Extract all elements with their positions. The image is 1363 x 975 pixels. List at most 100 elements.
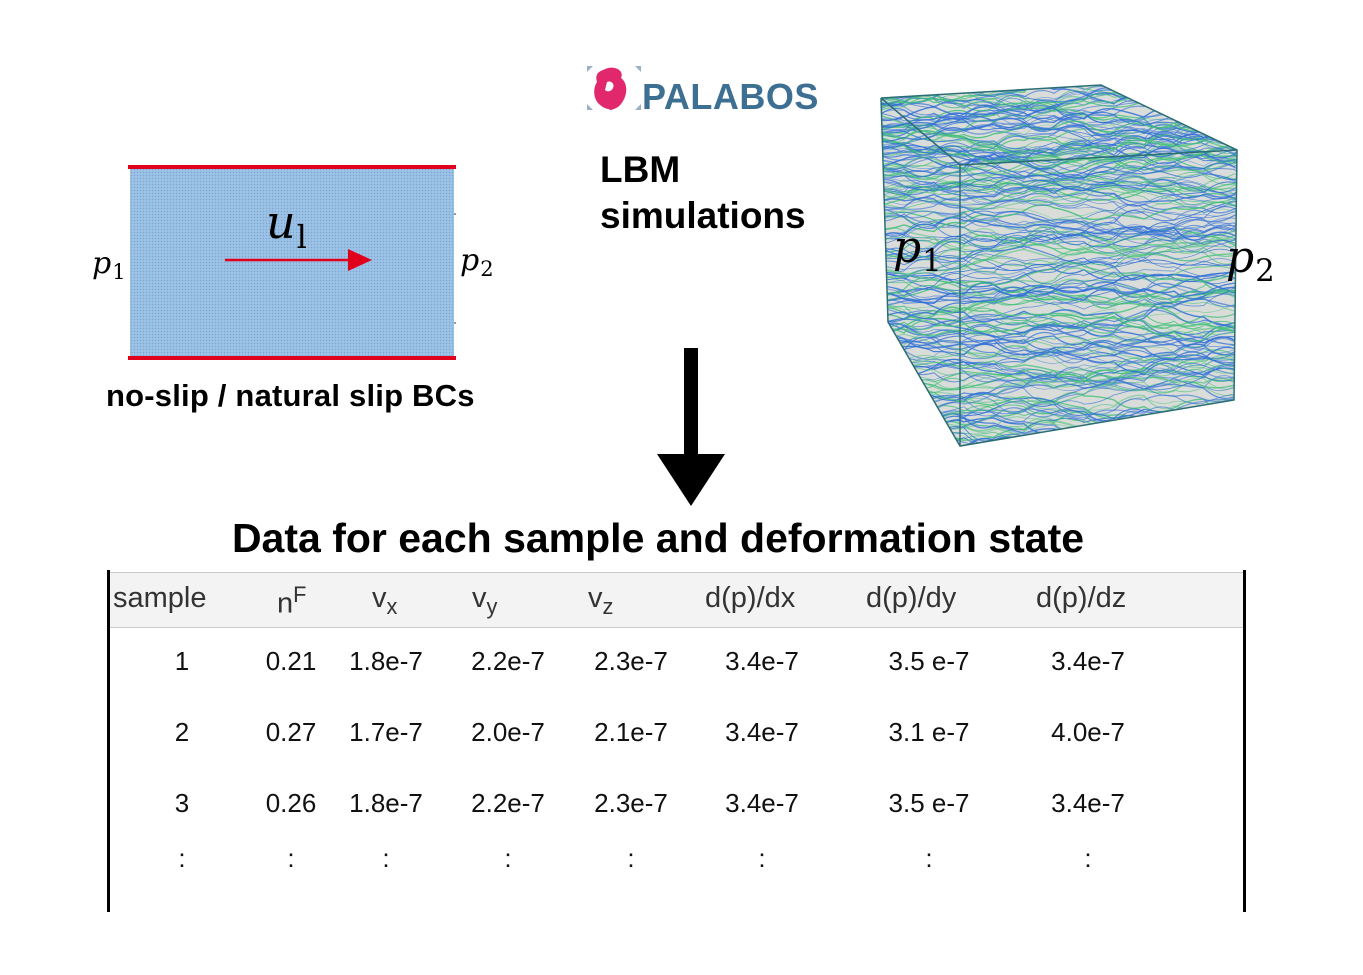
streamline	[881, 205, 1237, 248]
streamline	[881, 309, 1237, 330]
cube-edges	[880, 84, 1238, 447]
column-header: d(p)/dy	[866, 582, 957, 614]
streamline	[881, 232, 1237, 270]
porous-cube-visualization	[874, 82, 1246, 453]
table-cell: 2.3e-7	[594, 646, 668, 676]
streamline	[881, 188, 1237, 214]
streamline	[881, 357, 1237, 394]
velocity-label: ul	[266, 195, 307, 256]
streamline	[881, 297, 1237, 326]
table-cell: :	[382, 843, 390, 873]
palabos-logo	[587, 66, 641, 110]
streamline	[881, 206, 1237, 245]
streamline	[881, 282, 1237, 304]
streamline	[881, 221, 1237, 242]
streamline	[881, 303, 1237, 326]
column-header: d(p)/dz	[1036, 582, 1127, 614]
table-cell: 0.27	[265, 717, 317, 747]
streamline	[881, 334, 1237, 364]
outlet-pressure-label: p2	[460, 243, 494, 282]
streamline	[881, 260, 1237, 296]
streamline	[881, 123, 1237, 144]
table-cell: 0.21	[265, 646, 317, 676]
table-cell: :	[758, 843, 766, 873]
table-cell: 3.4e-7	[725, 717, 799, 747]
table-cell: 3.4e-7	[1051, 788, 1125, 818]
streamline	[881, 311, 1237, 358]
streamline	[881, 233, 1237, 258]
streamline	[881, 210, 1237, 245]
table-cell: 2.0e-7	[471, 717, 545, 747]
table-right-border	[1243, 570, 1246, 912]
streamline	[881, 234, 1237, 268]
streamline	[881, 201, 1237, 233]
streamline	[881, 355, 1237, 394]
streamline	[881, 85, 1237, 114]
streamline	[881, 361, 1237, 382]
streamline	[881, 277, 1237, 307]
streamline	[881, 227, 1237, 258]
streamline	[874, 82, 1246, 83]
streamline	[881, 376, 1237, 402]
column-header: sample	[113, 582, 207, 614]
streamline	[881, 231, 1237, 282]
streamline	[881, 174, 1237, 213]
table-cell: 3.5 e-7	[888, 646, 970, 676]
streamline	[881, 257, 1237, 280]
table-cell: 1	[174, 646, 190, 676]
streamline	[881, 256, 1237, 274]
table-cell: 2.1e-7	[594, 717, 668, 747]
streamline	[881, 256, 1237, 296]
streamline	[881, 213, 1237, 237]
streamline	[881, 385, 1237, 414]
streamline	[881, 284, 1237, 306]
data-section-title: Data for each sample and deformation sta…	[231, 515, 1085, 561]
streamline	[881, 343, 1237, 373]
streamline	[881, 163, 1237, 196]
table-cell: 3	[174, 788, 190, 818]
streamline	[881, 340, 1237, 367]
table-cell: 1.8e-7	[349, 646, 423, 676]
table-cell: :	[627, 843, 635, 873]
streamline	[881, 128, 1237, 153]
table-cell: :	[1084, 843, 1092, 873]
streamline	[881, 143, 1237, 173]
streamline	[881, 347, 1237, 376]
bottom-wall	[128, 356, 456, 360]
down-arrow-icon	[657, 348, 725, 506]
streamline	[881, 427, 1237, 446]
column-header: d(p)/dx	[705, 582, 796, 614]
streamline	[881, 341, 1237, 373]
table-cell: 3.1 e-7	[888, 717, 970, 747]
streamline	[881, 262, 1237, 300]
streamline	[881, 183, 1237, 207]
top-wall	[128, 165, 456, 169]
streamline	[881, 270, 1237, 307]
table-cell: 3.4e-7	[1051, 646, 1125, 676]
streamline	[881, 356, 1237, 389]
streamline	[881, 196, 1237, 235]
streamline	[881, 206, 1237, 249]
streamline	[881, 349, 1237, 383]
streamline	[881, 295, 1237, 336]
palabos-logo-mark	[587, 66, 641, 110]
channel-overlay	[225, 213, 456, 324]
streamline	[881, 313, 1237, 335]
streamline	[881, 307, 1237, 330]
fluid-channel	[130, 168, 454, 358]
streamline	[881, 186, 1237, 221]
table-cell: :	[925, 843, 933, 873]
streamline	[881, 425, 1237, 446]
streamline	[881, 373, 1237, 398]
streamline	[881, 190, 1237, 235]
streamline	[881, 349, 1237, 376]
streamline	[881, 171, 1237, 215]
palabos-logo-text: PALABOS	[642, 76, 819, 117]
streamline	[881, 126, 1237, 167]
table-cell: 4.0e-7	[1051, 717, 1125, 747]
streamline	[881, 222, 1237, 253]
table-cell: 1.8e-7	[349, 788, 423, 818]
streamline	[881, 273, 1237, 298]
method-title-line1: LBM	[600, 149, 681, 190]
streamline	[874, 448, 1246, 453]
